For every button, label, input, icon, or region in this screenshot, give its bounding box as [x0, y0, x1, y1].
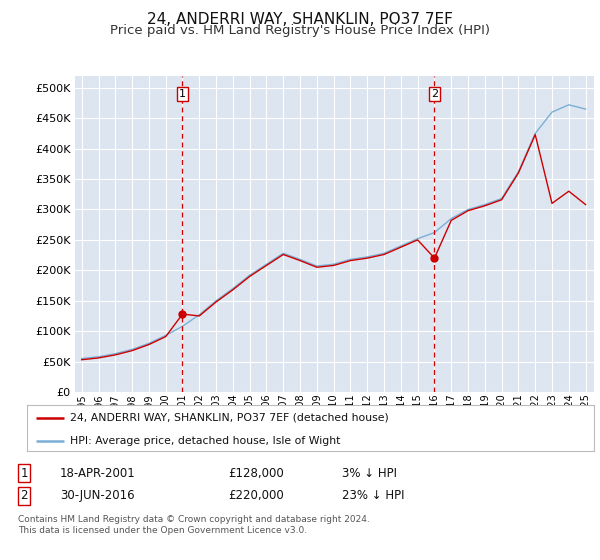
Text: 2: 2: [20, 489, 28, 502]
Text: Price paid vs. HM Land Registry's House Price Index (HPI): Price paid vs. HM Land Registry's House …: [110, 24, 490, 37]
Text: HPI: Average price, detached house, Isle of Wight: HPI: Average price, detached house, Isle…: [70, 436, 340, 446]
Text: 23% ↓ HPI: 23% ↓ HPI: [342, 489, 404, 502]
Text: Contains HM Land Registry data © Crown copyright and database right 2024.: Contains HM Land Registry data © Crown c…: [18, 515, 370, 524]
Text: £220,000: £220,000: [228, 489, 284, 502]
Text: 24, ANDERRI WAY, SHANKLIN, PO37 7EF: 24, ANDERRI WAY, SHANKLIN, PO37 7EF: [147, 12, 453, 27]
Text: 24, ANDERRI WAY, SHANKLIN, PO37 7EF (detached house): 24, ANDERRI WAY, SHANKLIN, PO37 7EF (det…: [70, 413, 388, 423]
Text: 18-APR-2001: 18-APR-2001: [60, 466, 136, 480]
Text: 3% ↓ HPI: 3% ↓ HPI: [342, 466, 397, 480]
Text: 1: 1: [20, 466, 28, 480]
Text: This data is licensed under the Open Government Licence v3.0.: This data is licensed under the Open Gov…: [18, 526, 307, 535]
Text: £128,000: £128,000: [228, 466, 284, 480]
Text: 2: 2: [431, 89, 438, 99]
Text: 1: 1: [179, 89, 186, 99]
Text: 30-JUN-2016: 30-JUN-2016: [60, 489, 134, 502]
